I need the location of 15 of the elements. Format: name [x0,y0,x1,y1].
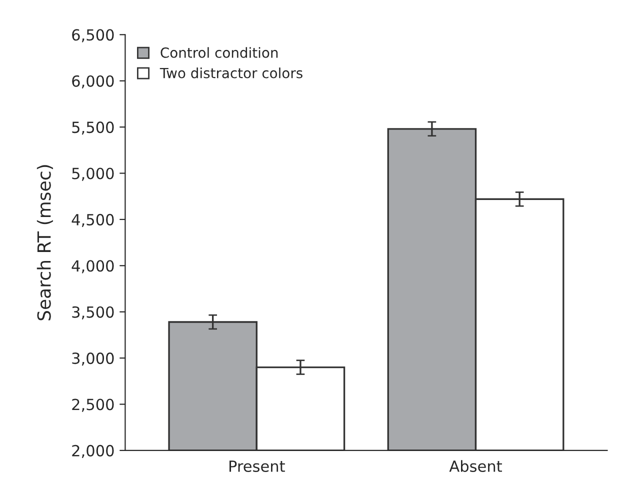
y-tick-label: 5,500 [72,122,114,135]
y-axis-title: Search RT (msec) [36,165,54,320]
y-tick-label: 3,000 [72,352,114,366]
y-tick-label: 6,000 [72,75,114,88]
y-tick-label: 2,000 [72,444,114,458]
y-tick-label: 3,500 [72,306,114,320]
x-tick-label: Absent [449,460,502,472]
x-tick-label: Present [230,460,285,472]
y-tick-label: 4,500 [72,214,114,228]
legend-label: Two distractor colors [160,68,302,78]
y-tick-label: 5,000 [72,168,114,181]
y-tick-label: 4,000 [72,260,114,274]
y-tick-label: 2,500 [72,398,114,412]
legend-label: Control condition [160,47,278,58]
y-tick-label: 6,500 [72,29,114,42]
